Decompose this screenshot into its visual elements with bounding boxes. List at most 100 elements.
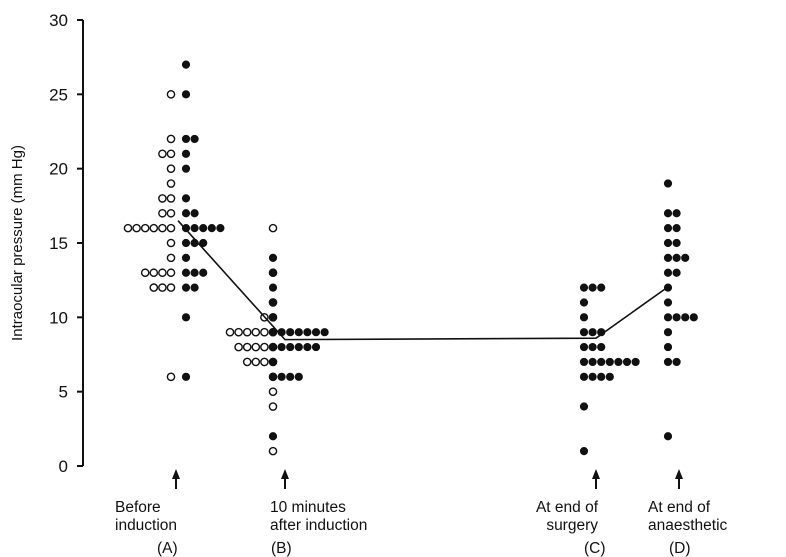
filled-circle-point: [663, 238, 673, 248]
y-tick-label: 25: [49, 85, 68, 104]
x-category-label-line: surgery: [546, 517, 598, 534]
filled-circle-point: [622, 357, 632, 367]
open-circle-point: [166, 223, 176, 233]
filled-circle-point: [597, 283, 606, 292]
x-category-label-line: induction: [115, 517, 177, 534]
filled-circle-point: [207, 224, 216, 233]
filled-circle-point: [181, 60, 191, 69]
up-arrow-icon: [675, 469, 683, 479]
filled-circle-point: [216, 224, 225, 233]
open-circle-point: [225, 327, 235, 337]
filled-circle-point: [597, 357, 606, 367]
x-category-label-line: anaesthetic: [648, 517, 728, 534]
filled-circle-point: [672, 357, 681, 367]
filled-circle-point: [268, 283, 278, 292]
filled-circle-point: [614, 357, 623, 367]
filled-circle-point: [286, 328, 295, 337]
y-tick-label: 10: [49, 308, 68, 327]
filled-circle-point: [181, 283, 191, 292]
filled-circle-point: [588, 342, 597, 352]
filled-circle-point: [579, 342, 589, 352]
filled-circle-point: [663, 179, 673, 188]
filled-circle-point: [268, 328, 278, 337]
x-category-letter: (A): [157, 540, 178, 557]
x-category-label-line: after induction: [270, 517, 367, 534]
open-circle-point: [166, 149, 176, 159]
x-category-letter: (C): [584, 540, 606, 557]
open-circle-point: [140, 268, 150, 278]
filled-circle-point: [663, 342, 673, 352]
filled-circle-point: [190, 268, 199, 277]
data-points: [123, 60, 698, 456]
filled-circle-point: [663, 298, 673, 307]
filled-circle-point: [681, 313, 690, 322]
filled-circle-point: [294, 372, 303, 381]
open-circle-point: [132, 223, 141, 233]
filled-circle-point: [588, 283, 597, 292]
open-circle-point: [158, 149, 167, 159]
up-arrow-icon: [281, 469, 289, 479]
filled-circle-point: [597, 342, 606, 352]
open-circle-point: [166, 253, 176, 263]
open-circle-point: [158, 283, 167, 292]
y-axis-label: Intraocular pressure (mm Hg): [9, 145, 26, 341]
y-tick-label: 15: [49, 234, 68, 253]
filled-circle-point: [190, 209, 199, 218]
filled-circle-point: [689, 313, 698, 322]
up-arrow-icon: [592, 469, 600, 479]
open-circle-point: [158, 268, 167, 278]
filled-circle-point: [579, 298, 589, 307]
filled-circle-point: [181, 313, 191, 322]
open-circle-point: [251, 327, 261, 337]
filled-circle-point: [268, 357, 278, 367]
open-circle-point: [158, 208, 167, 218]
filled-circle-point: [294, 328, 303, 337]
filled-circle-point: [181, 253, 191, 262]
filled-circle-point: [663, 357, 673, 367]
x-category-letter: (D): [669, 540, 691, 557]
filled-circle-point: [579, 283, 589, 292]
open-circle-point: [166, 194, 176, 203]
filled-circle-point: [579, 328, 589, 337]
filled-circle-point: [672, 224, 681, 233]
y-tick-label: 5: [59, 383, 68, 402]
open-circle-point: [158, 194, 167, 203]
open-circle-point: [166, 134, 176, 144]
open-circle-point: [166, 372, 176, 382]
filled-circle-point: [605, 372, 614, 381]
filled-circle-point: [303, 342, 312, 352]
filled-circle-point: [277, 342, 286, 352]
open-circle-point: [166, 90, 176, 99]
open-circle-point: [166, 164, 176, 173]
filled-circle-point: [663, 432, 673, 441]
filled-circle-point: [268, 342, 278, 352]
filled-circle-point: [181, 372, 191, 381]
filled-circle-point: [268, 253, 278, 262]
open-circle-point: [166, 268, 176, 278]
y-tick-label: 0: [59, 457, 68, 476]
open-circle-point: [234, 342, 243, 352]
up-arrow-icon: [172, 469, 180, 479]
y-axis: 0 5 10 15 20 25 30 Intraocular pressure (mm Hg…: [9, 11, 84, 476]
open-circle-point: [268, 402, 278, 411]
filled-circle-point: [597, 372, 606, 381]
filled-circle-point: [190, 283, 199, 292]
filled-circle-point: [320, 328, 329, 337]
filled-circle-point: [286, 372, 295, 381]
filled-circle-point: [588, 357, 597, 367]
filled-circle-point: [663, 283, 673, 292]
filled-circle-point: [286, 342, 295, 352]
open-circle-point: [242, 357, 252, 367]
filled-circle-point: [672, 209, 681, 218]
filled-circle-point: [199, 268, 208, 277]
filled-circle-point: [268, 372, 278, 381]
open-circle-point: [260, 342, 269, 352]
open-circle-point: [149, 283, 159, 292]
open-circle-point: [149, 268, 159, 278]
open-circle-point: [260, 357, 269, 367]
